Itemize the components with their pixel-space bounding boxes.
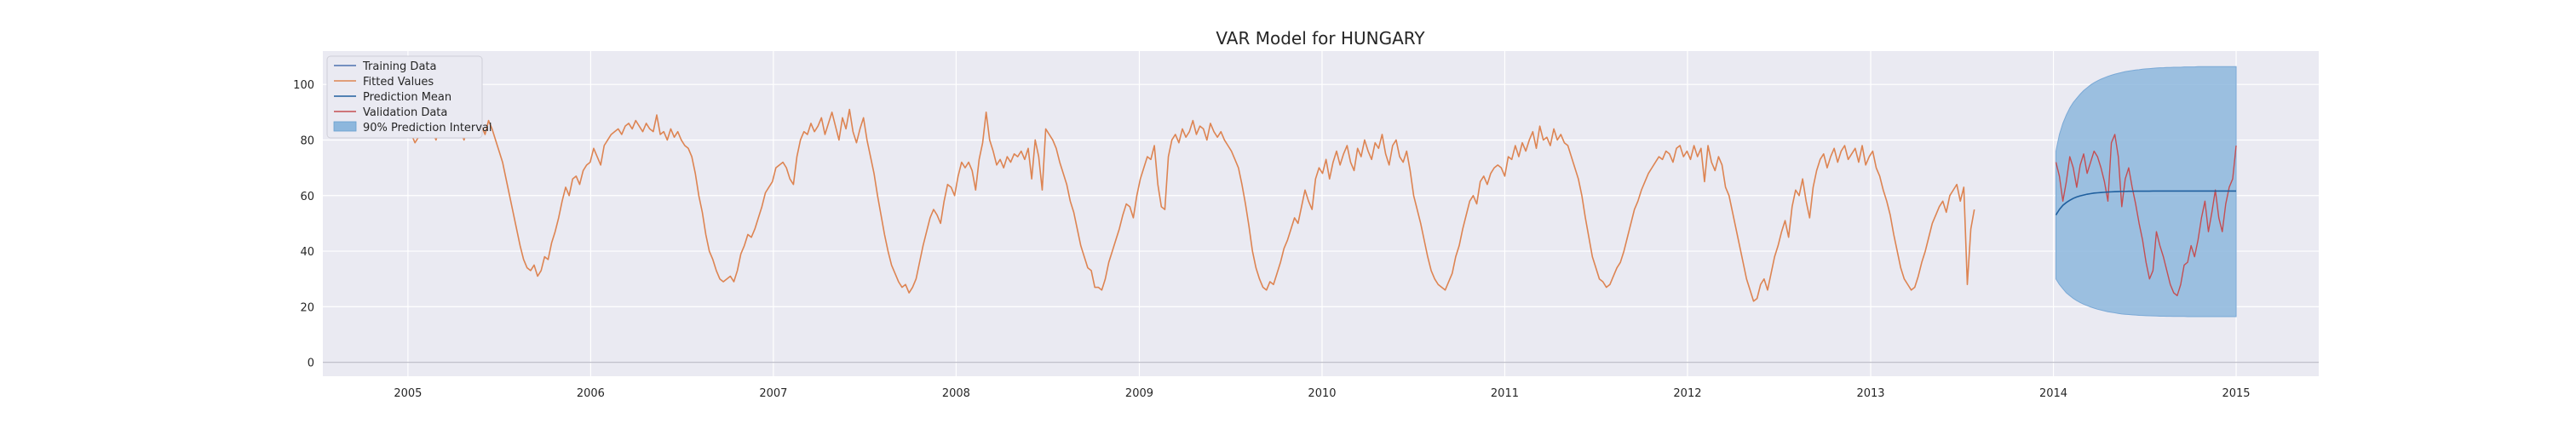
prediction-mean-line — [2055, 190, 2237, 216]
legend-label-validation: Validation Data — [363, 106, 447, 119]
y-tick-label: 100 — [293, 79, 314, 92]
legend-label-training: Training Data — [362, 60, 436, 73]
x-tick-label: 2012 — [1673, 387, 1701, 400]
plot-area — [323, 51, 2319, 376]
x-tick-label: 2010 — [1308, 387, 1336, 400]
fitted-values-line — [407, 108, 1975, 302]
x-tick-label: 2014 — [2039, 387, 2067, 400]
axis-ticks: 0 20 40 60 80 100 2005 2006 2007 2008 2009 2010 2011… — [293, 79, 2250, 400]
x-tick-label: 2015 — [2222, 387, 2250, 400]
y-tick-label: 80 — [300, 134, 314, 147]
legend-label-interval: 90% Prediction Interval — [363, 122, 492, 134]
grid-lines — [323, 51, 2319, 376]
legend-box — [326, 55, 483, 139]
y-tick-label: 60 — [300, 191, 314, 203]
legend: Training Data Fitted Values Prediction M… — [326, 55, 492, 139]
legend-label-fitted: Fitted Values — [363, 76, 434, 89]
validation-data-line — [2055, 134, 2237, 297]
y-tick-label: 0 — [308, 358, 314, 370]
x-tick-label: 2013 — [1856, 387, 1884, 400]
chart-title: VAR Model for HUNGARY — [1216, 28, 1425, 49]
x-tick-label: 2006 — [577, 387, 605, 400]
x-tick-label: 2011 — [1491, 387, 1519, 400]
y-tick-label: 40 — [300, 246, 314, 259]
x-tick-label: 2008 — [942, 387, 970, 400]
series-group — [407, 66, 2237, 317]
x-tick-label: 2007 — [759, 387, 787, 400]
legend-swatch-interval — [333, 121, 357, 132]
x-tick-label: 2005 — [394, 387, 422, 400]
y-tick-label: 20 — [300, 301, 314, 314]
legend-label-prediction-mean: Prediction Mean — [363, 91, 451, 104]
x-tick-label: 2009 — [1125, 387, 1153, 400]
